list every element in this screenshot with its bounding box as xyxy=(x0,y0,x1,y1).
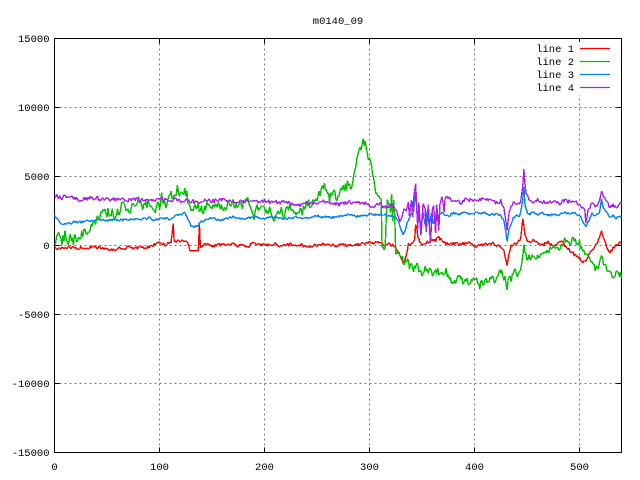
svg-text:line 4: line 4 xyxy=(536,83,574,95)
svg-text:0: 0 xyxy=(43,241,49,253)
svg-text:0: 0 xyxy=(51,462,57,474)
svg-text:-5000: -5000 xyxy=(18,310,50,322)
svg-text:400: 400 xyxy=(465,462,484,474)
svg-text:-15000: -15000 xyxy=(12,448,50,460)
svg-text:10000: 10000 xyxy=(18,103,50,115)
svg-text:line 1: line 1 xyxy=(536,44,574,56)
svg-text:-10000: -10000 xyxy=(12,379,50,391)
svg-text:line 3: line 3 xyxy=(536,70,574,82)
svg-text:100: 100 xyxy=(150,462,169,474)
svg-text:15000: 15000 xyxy=(18,34,50,46)
svg-text:500: 500 xyxy=(570,462,589,474)
svg-text:5000: 5000 xyxy=(24,172,49,184)
svg-text:300: 300 xyxy=(360,462,379,474)
svg-text:line 2: line 2 xyxy=(536,57,574,69)
svg-text:200: 200 xyxy=(255,462,274,474)
svg-text:m0140_09: m0140_09 xyxy=(313,16,363,28)
